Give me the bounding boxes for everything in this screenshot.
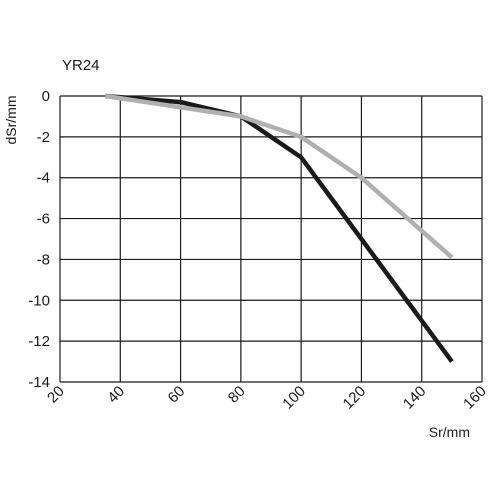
x-tick-label-2: 60 bbox=[165, 383, 189, 407]
series-line-1 bbox=[104, 93, 454, 260]
x-tick-label-5: 120 bbox=[340, 383, 370, 413]
chart-title: YR24 bbox=[62, 57, 100, 74]
y-tick-label-1: -2 bbox=[37, 129, 50, 146]
x-tick-label-6: 140 bbox=[400, 383, 430, 413]
x-tick-label-1: 40 bbox=[104, 383, 128, 407]
series-line-0 bbox=[105, 93, 454, 363]
y-tick-label-7: -14 bbox=[28, 374, 50, 391]
x-tick-label-4: 100 bbox=[279, 383, 309, 413]
x-axis-label: Sr/mm bbox=[429, 424, 470, 440]
y-tick-label-2: -4 bbox=[37, 170, 50, 187]
y-tick-label-4: -8 bbox=[37, 251, 50, 268]
y-tick-label-0: 0 bbox=[42, 88, 50, 105]
y-tick-label-6: -12 bbox=[28, 333, 50, 350]
x-tick-label-3: 80 bbox=[225, 383, 249, 407]
y-axis-label: dSr/mm bbox=[3, 96, 19, 145]
series-layer bbox=[104, 93, 454, 363]
x-tick-label-7: 160 bbox=[460, 383, 490, 413]
y-tick-label-5: -10 bbox=[28, 292, 50, 309]
y-tick-label-3: -6 bbox=[37, 211, 50, 228]
